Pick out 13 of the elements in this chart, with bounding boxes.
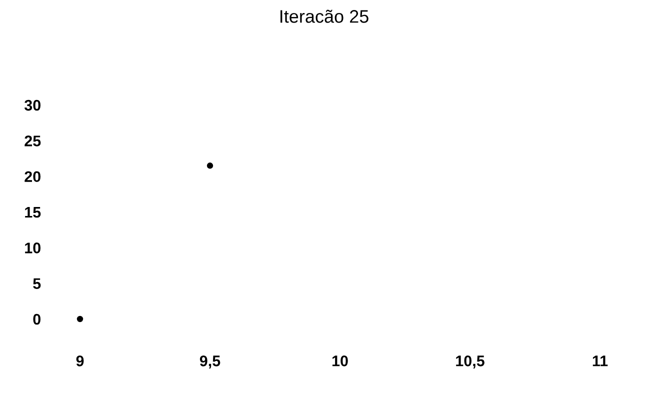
- y-tick-label: 5: [33, 278, 41, 290]
- y-tick-label: 30: [24, 100, 40, 111]
- y-tick-label: 20: [24, 171, 40, 182]
- y-tick-label: 10: [25, 242, 40, 254]
- x-tick-label: 10,5: [456, 356, 484, 369]
- x-tick-label: 10: [332, 356, 348, 366]
- chart-title: Iteracão 25: [280, 10, 368, 23]
- y-tick-label: 25: [24, 136, 41, 146]
- x-tick-label: 9: [76, 356, 84, 366]
- x-tick-label: 11: [592, 356, 608, 366]
- y-tick-label: 0: [33, 314, 40, 325]
- x-tick-label: 9,5: [200, 356, 220, 369]
- y-tick-label: 15: [25, 207, 41, 218]
